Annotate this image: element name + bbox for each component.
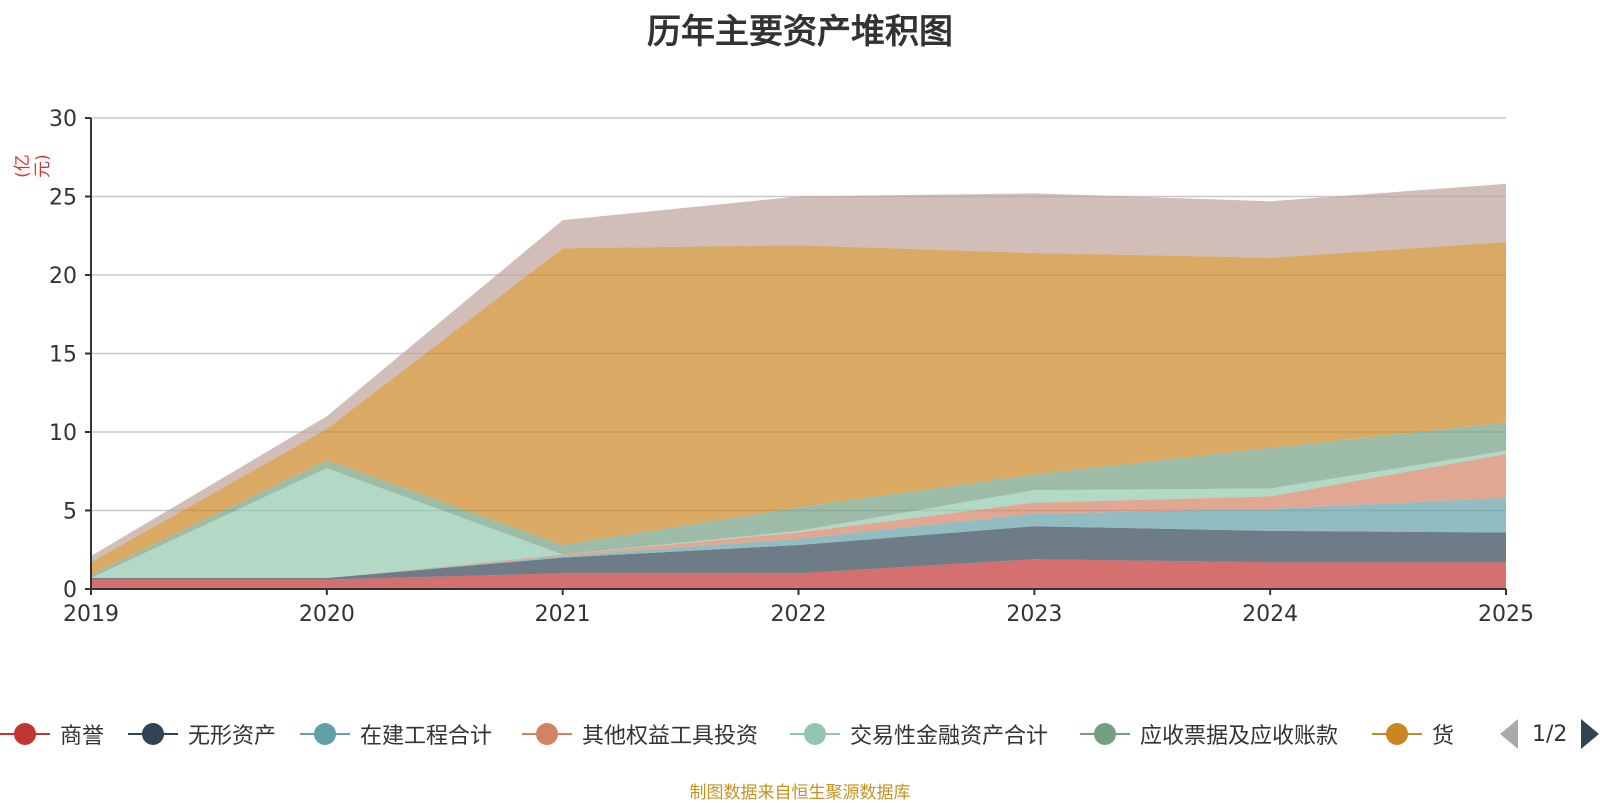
area-series-货币资金 [91, 242, 1506, 575]
legend-dot-icon [142, 723, 164, 745]
legend: 商誉 无形资产 在建工程合计 其他权益工具投资 交易性金融资产合计 应收票据及应… [0, 716, 1600, 752]
x-tick-label: 2023 [1006, 602, 1062, 627]
area-series-商誉 [91, 559, 1506, 589]
legend-marker-icon [522, 716, 572, 752]
legend-item-cash[interactable]: 货 [1372, 716, 1454, 752]
legend-label: 应收票据及应收账款 [1140, 724, 1339, 749]
x-tick-label: 2022 [771, 602, 827, 627]
legend-label: 商誉 [60, 724, 105, 749]
legend-label: 其他权益工具投资 [582, 724, 759, 749]
legend-marker-icon [1080, 716, 1130, 752]
legend-dot-icon [1094, 723, 1116, 745]
y-tick-label: 0 [63, 578, 77, 603]
area-series-其他 [91, 183, 1506, 563]
x-tick-label: 2020 [299, 602, 355, 627]
y-tick-label: 15 [49, 343, 77, 368]
x-tick-label: 2019 [63, 602, 119, 627]
legend-label: 交易性金融资产合计 [850, 724, 1049, 749]
y-tick-label: 10 [49, 421, 77, 446]
legend-item-goodwill[interactable]: 商誉 [0, 716, 104, 752]
x-tick-label: 2024 [1242, 602, 1298, 627]
legend-label: 无形资产 [188, 724, 277, 749]
source-note: 制图数据来自恒生聚源数据库 [689, 783, 911, 803]
area-series-在建工程合计 [91, 497, 1506, 578]
legend-item-notes-and-accounts-receivable[interactable]: 应收票据及应收账款 [1080, 716, 1338, 752]
x-tick-label: 2021 [535, 602, 591, 627]
legend-marker-icon [0, 716, 50, 752]
legend-item-intangible-assets[interactable]: 无形资产 [128, 716, 276, 752]
legend-label: 货 [1432, 724, 1455, 749]
pager-prev-icon[interactable] [1500, 719, 1518, 749]
legend-dot-icon [536, 723, 558, 745]
y-tick-label: 20 [49, 264, 77, 289]
y-tick-label: 30 [49, 107, 77, 132]
legend-item-trading-financial-assets[interactable]: 交易性金融资产合计 [790, 716, 1048, 752]
area-series-交易性金融资产合计 [91, 450, 1506, 578]
area-series-无形资产 [91, 526, 1506, 580]
legend-pager: 1/2 [1500, 716, 1600, 752]
legend-marker-icon [790, 716, 840, 752]
legend-dot-icon [804, 723, 826, 745]
legend-marker-icon [300, 716, 350, 752]
pager-next-icon[interactable] [1581, 719, 1600, 749]
legend-item-other-equity-investments[interactable]: 其他权益工具投资 [522, 716, 758, 752]
chart-title: 历年主要资产堆积图 [647, 12, 953, 52]
legend-marker-icon [128, 716, 178, 752]
y-tick-label: 5 [63, 500, 77, 525]
legend-item-construction-in-progress[interactable]: 在建工程合计 [300, 716, 492, 752]
pager-page-indicator: 1/2 [1532, 721, 1568, 747]
legend-label: 在建工程合计 [360, 724, 493, 749]
legend-dot-icon [14, 723, 36, 745]
legend-dot-icon [314, 723, 336, 745]
area-series-应收票据及应收账款 [91, 422, 1506, 578]
area-series [91, 183, 1506, 589]
y-tick-label: 25 [49, 186, 77, 211]
legend-dot-icon [1386, 723, 1408, 745]
x-tick-label: 2025 [1478, 602, 1534, 627]
legend-marker-icon [1372, 716, 1422, 752]
